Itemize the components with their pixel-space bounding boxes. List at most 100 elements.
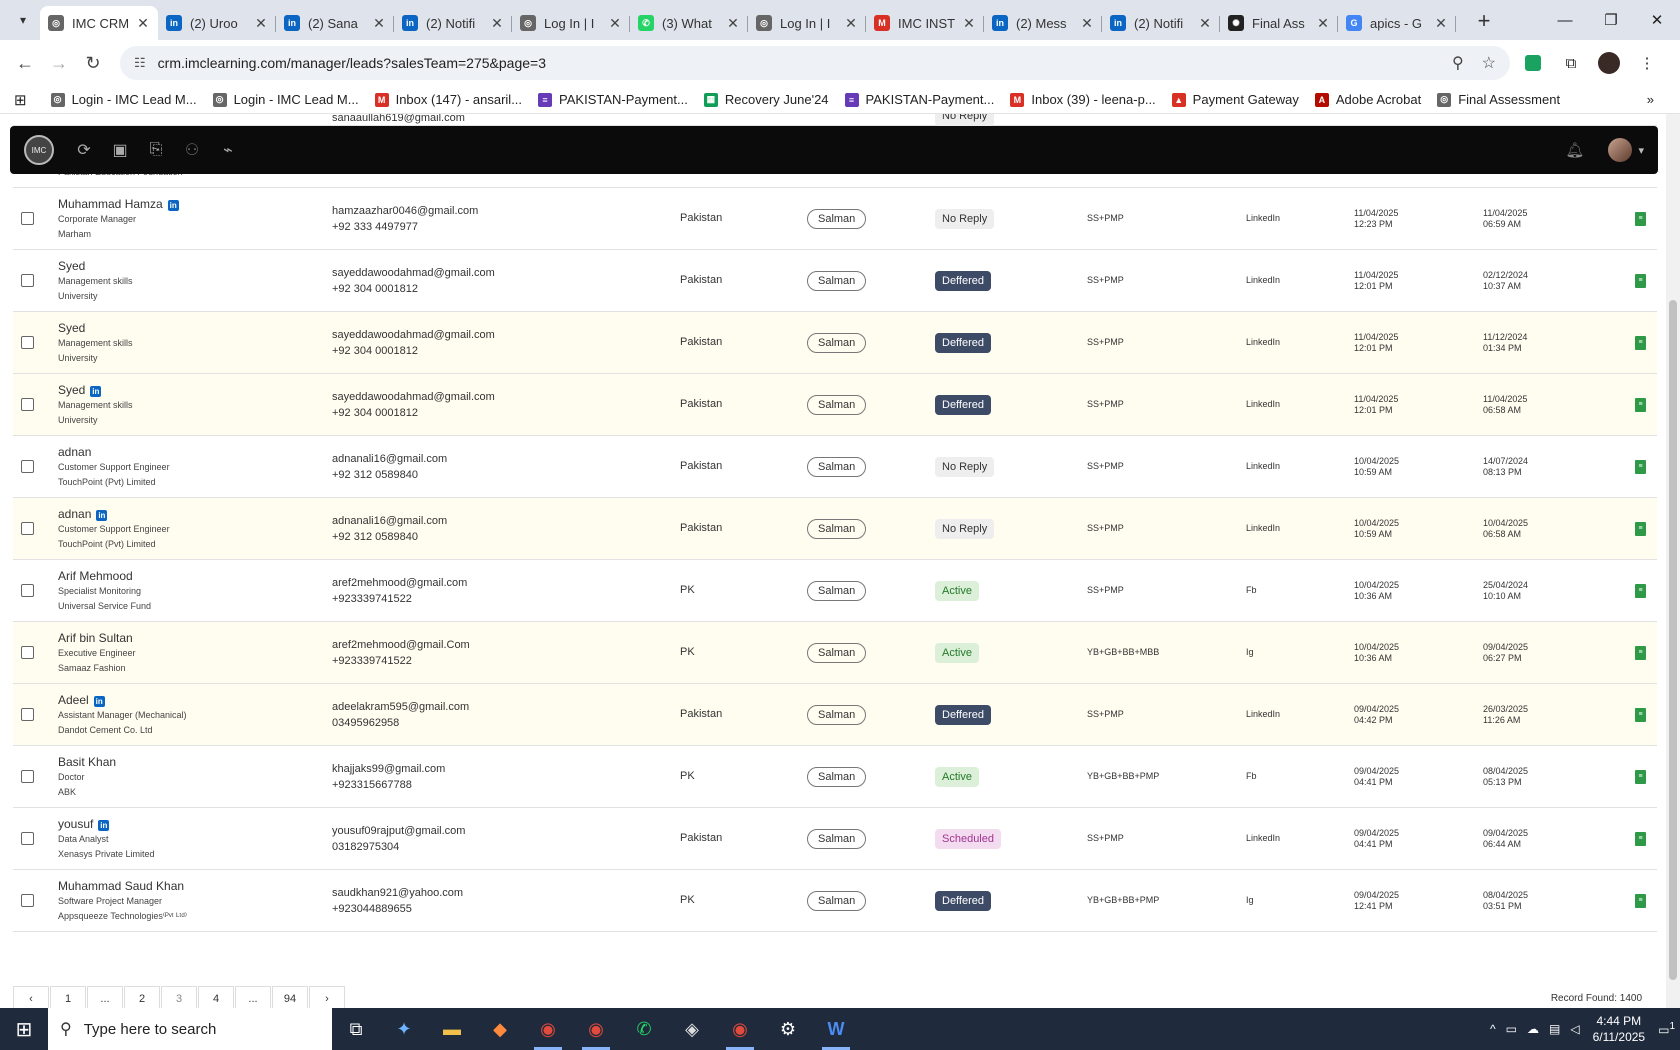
notification-icon[interactable]: ▭1: [1658, 1021, 1675, 1037]
extensions-puzzle-icon[interactable]: ⧉: [1565, 54, 1577, 72]
lead-name[interactable]: Syed: [58, 383, 86, 397]
document-icon[interactable]: ≡: [1635, 211, 1646, 226]
forward-arrow-icon[interactable]: →: [50, 52, 68, 73]
lead-name[interactable]: Syed: [58, 259, 86, 273]
user-avatar[interactable]: [1608, 138, 1633, 162]
browser-tab[interactable]: ✆ (3) What ✕: [630, 6, 748, 40]
close-tab-icon[interactable]: ✕: [491, 14, 503, 31]
close-tab-icon[interactable]: ✕: [609, 14, 621, 31]
lead-name[interactable]: Muhammad Hamza: [58, 197, 163, 211]
owner-chip[interactable]: Salman: [807, 270, 867, 291]
bookmark-item[interactable]: ▦ Recovery June'24: [703, 92, 829, 107]
close-window-icon[interactable]: ✕: [1650, 12, 1664, 29]
page-scrollbar[interactable]: [1666, 114, 1680, 1008]
apps-grid-icon[interactable]: ⊞: [14, 91, 27, 109]
document-icon[interactable]: ≡: [1635, 769, 1646, 784]
row-checkbox[interactable]: [21, 335, 34, 349]
close-tab-icon[interactable]: ✕: [1199, 14, 1211, 31]
zoom-icon[interactable]: ⚲: [1451, 55, 1464, 72]
browser-tab[interactable]: ◎ Log In | I ✕: [748, 6, 866, 40]
owner-chip[interactable]: Salman: [807, 890, 867, 911]
app-gray-icon[interactable]: ◈: [685, 1018, 699, 1039]
owner-chip[interactable]: Salman: [807, 332, 867, 353]
owner-chip[interactable]: Salman: [807, 580, 867, 601]
browser-tab[interactable]: ✺ Final Ass ✕: [1220, 6, 1338, 40]
word-icon[interactable]: W: [812, 1008, 860, 1050]
bell-icon[interactable]: 🔔︎: [1565, 142, 1585, 159]
file-explorer-icon[interactable]: ▬: [443, 1018, 461, 1039]
taskbar-search[interactable]: ⚲ Type here to search: [48, 1008, 332, 1050]
lead-name[interactable]: Adeel: [58, 693, 89, 707]
tab-search-chevron-icon[interactable]: ▾: [19, 13, 27, 27]
document-icon[interactable]: ≡: [1635, 645, 1646, 660]
status-badge[interactable]: Deffered: [935, 394, 991, 415]
next-page-button[interactable]: ›: [309, 986, 345, 1008]
windows-start-icon[interactable]: ⊞: [15, 1018, 33, 1041]
linkedin-icon[interactable]: in: [90, 386, 102, 397]
settings-gear-icon[interactable]: ⚙: [779, 1018, 797, 1039]
page-button[interactable]: 2: [124, 986, 160, 1008]
browser-tab[interactable]: M IMC INST ✕: [866, 6, 984, 40]
linkedin-icon[interactable]: in: [167, 200, 179, 211]
document-icon[interactable]: ≡: [1635, 893, 1646, 908]
status-badge[interactable]: Scheduled: [935, 828, 1001, 849]
document-icon[interactable]: ≡: [1635, 273, 1646, 288]
status-badge[interactable]: No Reply: [935, 208, 995, 229]
row-checkbox[interactable]: [21, 707, 34, 721]
linkedin-icon[interactable]: in: [96, 510, 108, 521]
task-view-icon[interactable]: ⧉: [349, 1018, 363, 1039]
bookmark-more-icon[interactable]: »: [1646, 92, 1654, 107]
bookmark-item[interactable]: ◎ Login - IMC Lead M...: [50, 92, 197, 107]
copilot-icon[interactable]: ✦: [396, 1018, 412, 1039]
close-tab-icon[interactable]: ✕: [1081, 14, 1093, 31]
refresh-icon[interactable]: ⟳: [77, 142, 91, 159]
row-checkbox[interactable]: [21, 583, 34, 597]
status-badge[interactable]: No Reply: [935, 456, 995, 477]
document-icon[interactable]: ≡: [1635, 707, 1646, 722]
close-tab-icon[interactable]: ✕: [963, 14, 975, 31]
row-checkbox[interactable]: [21, 397, 34, 411]
status-badge[interactable]: Deffered: [935, 270, 991, 291]
owner-chip[interactable]: Salman: [807, 518, 867, 539]
close-tab-icon[interactable]: ✕: [1317, 14, 1329, 31]
document-icon[interactable]: ≡: [1635, 521, 1646, 536]
reload-icon[interactable]: ↻: [85, 52, 101, 73]
browser-tab[interactable]: in (2) Notifi ✕: [1102, 6, 1220, 40]
bookmark-item[interactable]: M Inbox (147) - ansaril...: [374, 92, 522, 107]
lead-name[interactable]: Arif bin Sultan: [58, 631, 133, 645]
lead-name[interactable]: yousuf: [58, 817, 94, 831]
site-settings-icon[interactable]: ☷: [134, 55, 146, 70]
owner-chip[interactable]: Salman: [807, 208, 867, 229]
browser-tab[interactable]: in (2) Notifi ✕: [394, 6, 512, 40]
close-tab-icon[interactable]: ✕: [255, 14, 267, 31]
tray-cloud-icon[interactable]: ☁: [1527, 1022, 1540, 1036]
app-orange-icon[interactable]: ◆: [493, 1018, 507, 1039]
browser-menu-icon[interactable]: ⋮: [1639, 55, 1655, 72]
owner-chip[interactable]: Salman: [807, 704, 867, 725]
owner-chip[interactable]: Salman: [807, 828, 867, 849]
lead-name[interactable]: Syed: [58, 321, 86, 335]
page-button[interactable]: 3: [161, 986, 197, 1008]
row-checkbox[interactable]: [21, 893, 34, 907]
bookmark-item[interactable]: M Inbox (39) - leena-p...: [1010, 92, 1156, 107]
address-bar[interactable]: ☷ crm.imclearning.com/manager/leads?sale…: [120, 46, 1510, 80]
row-checkbox[interactable]: [21, 211, 34, 225]
document-icon[interactable]: ≡: [1635, 397, 1646, 412]
chrome-alt-icon[interactable]: ◉: [716, 1008, 764, 1050]
export-icon[interactable]: ⎘: [149, 141, 163, 158]
lead-name[interactable]: Basit Khan: [58, 755, 117, 769]
bookmark-item[interactable]: ◎ Final Assessment: [1437, 92, 1560, 107]
status-badge[interactable]: Deffered: [935, 332, 991, 353]
browser-tab[interactable]: in (2) Mess ✕: [984, 6, 1102, 40]
bookmark-star-icon[interactable]: ☆: [1481, 55, 1496, 72]
row-checkbox[interactable]: [21, 273, 34, 287]
close-tab-icon[interactable]: ✕: [727, 14, 739, 31]
lead-name[interactable]: adnan: [58, 507, 92, 521]
document-icon[interactable]: ≡: [1635, 831, 1646, 846]
calendar-check-icon[interactable]: ▣: [112, 142, 128, 159]
address-url[interactable]: crm.imclearning.com/manager/leads?salesT…: [157, 55, 546, 71]
owner-chip[interactable]: Salman: [807, 456, 867, 477]
new-tab-button[interactable]: +: [1477, 8, 1491, 33]
page-button[interactable]: 1: [50, 986, 86, 1008]
status-badge[interactable]: Active: [935, 766, 979, 787]
